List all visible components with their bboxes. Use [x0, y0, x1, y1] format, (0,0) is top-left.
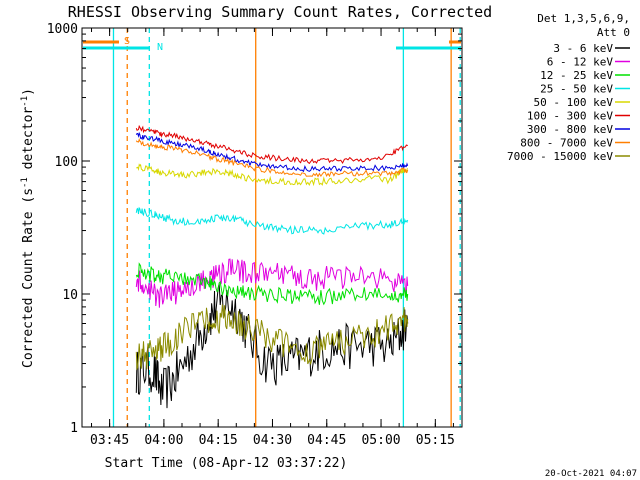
- series-line: [135, 304, 409, 371]
- legend-header-det: Det 1,3,5,6,9,: [537, 12, 630, 25]
- legend-label: 300 - 800 keV: [527, 123, 613, 136]
- y-label-sup1: -1: [20, 177, 30, 188]
- y-axis-label: Corrected Count Rate (s-1 detector-1): [20, 88, 36, 368]
- x-tick-label: 04:00: [144, 433, 183, 448]
- legend-label: 25 - 50 keV: [540, 83, 613, 96]
- x-tick-label: 05:00: [361, 433, 400, 448]
- series-lines: [135, 124, 409, 409]
- legend-label: 3 - 6 keV: [553, 42, 613, 55]
- x-tick-label: 04:15: [199, 433, 238, 448]
- chart-title: RHESSI Observing Summary Count Rates, Co…: [68, 3, 492, 21]
- series-line: [135, 262, 409, 306]
- x-tick-label: 04:45: [307, 433, 346, 448]
- y-tick-label: 10: [62, 288, 78, 303]
- x-tick-label: 03:45: [90, 433, 129, 448]
- legend-label: 800 - 7000 keV: [520, 137, 613, 150]
- series-line: [135, 206, 409, 235]
- flag-bars: S N: [83, 36, 461, 53]
- y-tick-label: 1: [70, 421, 78, 436]
- series-line: [135, 131, 409, 173]
- y-axis-ticks: 1 10 100 1000: [47, 22, 462, 436]
- flag-label-s: S: [124, 36, 130, 47]
- legend-label: 100 - 300 keV: [527, 110, 613, 123]
- x-tick-label: 04:30: [253, 433, 292, 448]
- flag-label-n: N: [157, 42, 163, 53]
- y-label-part1: Corrected Count Rate (s: [21, 188, 36, 368]
- x-axis-label: Start Time (08-Apr-12 03:37:22): [105, 456, 348, 471]
- legend-header-att: Att 0: [597, 26, 630, 39]
- series-line: [135, 258, 409, 308]
- legend-label: 12 - 25 keV: [540, 69, 613, 82]
- y-tick-label: 100: [55, 155, 78, 170]
- series-line: [135, 137, 409, 178]
- x-tick-label: 05:15: [416, 433, 455, 448]
- y-label-part2: detector: [21, 107, 36, 178]
- legend-label: 50 - 100 keV: [534, 96, 614, 109]
- series-line: [136, 163, 409, 187]
- legend-label: 6 - 12 keV: [547, 56, 614, 69]
- legend-label: 7000 - 15000 keV: [507, 150, 613, 163]
- y-label-sup2: -1: [20, 96, 30, 107]
- y-label-part3: ): [21, 88, 36, 96]
- y-tick-label: 1000: [47, 22, 78, 37]
- timestamp: 20-Oct-2021 04:07: [545, 469, 637, 479]
- x-axis-ticks: 03:45 04:00 04:15 04:30 04:45 05:00 05:15: [90, 28, 455, 448]
- series-line: [135, 124, 409, 165]
- series-line: [135, 283, 409, 409]
- plot-area: S N 1 10 100 1000 03:45 04:00 04:15 04:30 04:45…: [47, 22, 463, 448]
- flag-lines: [112, 28, 461, 427]
